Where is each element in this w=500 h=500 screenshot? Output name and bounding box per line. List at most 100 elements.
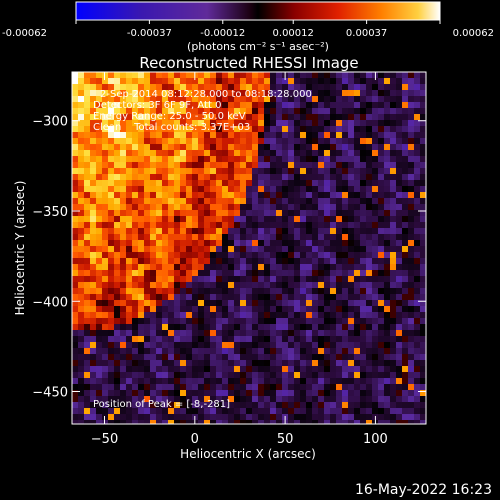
heatmap-cell [234,156,241,163]
heatmap-cell [264,324,271,331]
x-axis-label: Heliocentric X (arcsec) [180,447,316,461]
heatmap-cell [294,90,301,97]
heatmap-cell [312,414,319,421]
heatmap-cell [336,102,343,109]
heatmap-cell [390,114,397,121]
heatmap-cell [228,120,235,127]
colorbar [75,1,441,21]
heatmap-cell [390,318,397,325]
heatmap-cell [378,168,385,175]
heatmap-cell [300,360,307,367]
heatmap-cell [174,180,181,187]
heatmap-cell [378,300,385,307]
heatmap-cell [78,114,85,121]
heatmap-cell [300,378,307,385]
heatmap-cell [360,192,367,199]
heatmap-cell [108,378,115,385]
heatmap-cell [108,402,115,409]
heatmap-cell [366,228,373,235]
heatmap-cell [192,402,199,409]
heatmap-cell [72,288,79,295]
heatmap-cell [72,186,79,193]
heatmap-cell [192,282,199,289]
heatmap-cell [102,378,109,385]
heatmap-cell [282,402,289,409]
heatmap-cell [324,180,331,187]
heatmap-cell [402,420,409,424]
heatmap-cell [258,276,265,283]
heatmap-cell [354,198,361,205]
heatmap-cell [138,276,145,283]
chart-title: Reconstructed RHESSI Image [139,54,358,72]
heatmap-cell [258,390,265,397]
heatmap-cell [258,330,265,337]
heatmap-cell [150,174,157,181]
heatmap-cell [168,240,175,247]
heatmap-cell [222,402,229,409]
heatmap-cell [282,240,289,247]
heatmap-cell [198,228,205,235]
heatmap-cell [246,132,253,139]
heatmap-cell [168,72,175,79]
heatmap-cell [396,144,403,151]
heatmap-cell [174,150,181,157]
heatmap-cell [384,312,391,319]
heatmap-cell [420,132,426,139]
heatmap-cell [186,330,193,337]
heatmap-cell [138,378,145,385]
heatmap-cell [408,318,415,325]
heatmap-cell [180,414,187,421]
heatmap-cell [330,138,337,145]
heatmap-cell [72,360,79,367]
heatmap-cell [174,120,181,127]
heatmap-cell [168,294,175,301]
heatmap-cell [282,336,289,343]
heatmap-cell [312,120,319,127]
heatmap-cell [156,150,163,157]
heatmap-cell [108,96,115,103]
heatmap-cell [240,132,247,139]
heatmap-cell [216,312,223,319]
heatmap-cell [354,150,361,157]
heatmap-cell [408,408,415,415]
heatmap-cell [372,396,379,403]
heatmap-cell [348,396,355,403]
heatmap-cell [144,390,151,397]
heatmap-cell [120,288,127,295]
heatmap-cell [306,276,313,283]
heatmap-cell [246,234,253,241]
heatmap-cell [402,348,409,355]
heatmap-cell [246,168,253,175]
heatmap-cell [180,282,187,289]
heatmap-cell [210,420,217,424]
heatmap-cell [234,162,241,169]
heatmap-cell [336,396,343,403]
heatmap-cell [198,318,205,325]
heatmap-cell [366,72,373,79]
heatmap-cell [186,366,193,373]
heatmap-cell [402,132,409,139]
heatmap-cell [174,288,181,295]
heatmap-cell [168,234,175,241]
heatmap-cell [282,246,289,253]
heatmap-cell [414,276,421,283]
heatmap-cell [366,198,373,205]
heatmap-cell [324,378,331,385]
heatmap-cell [180,90,187,97]
heatmap-cell [222,306,229,313]
heatmap-cell [216,204,223,211]
heatmap-cell [216,192,223,199]
heatmap-cell [402,144,409,151]
heatmap-cell [294,138,301,145]
heatmap-cell [330,300,337,307]
heatmap-cell [288,264,295,271]
heatmap-cell [216,330,223,337]
heatmap-cell [186,420,193,424]
heatmap-cell [210,348,217,355]
annotation-time-range: 2-Sep-2014 08:12:28.000 to 08:18:28.000 [100,89,312,100]
heatmap-cell [228,96,235,103]
heatmap-cell [222,126,229,133]
heatmap-cell [276,84,283,91]
heatmap-cell [96,336,103,343]
heatmap-cell [114,300,121,307]
